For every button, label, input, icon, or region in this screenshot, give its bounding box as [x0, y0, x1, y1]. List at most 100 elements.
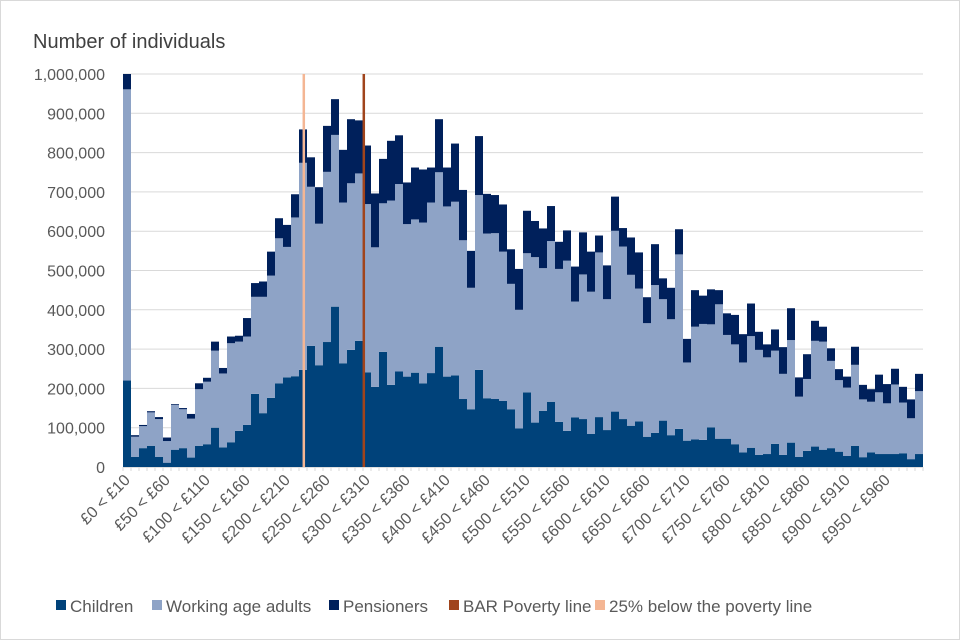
bar-stack: [627, 237, 635, 467]
bar-working-age-adults: [611, 230, 619, 412]
bar-stack: [531, 220, 539, 467]
bar-working-age-adults: [827, 360, 835, 449]
bar-children: [579, 419, 587, 467]
bar-pensioners: [667, 287, 675, 320]
bar-children: [147, 445, 155, 467]
bar-working-age-adults: [523, 253, 531, 393]
bar-children: [331, 306, 339, 467]
bar-working-age-adults: [707, 324, 715, 428]
bar-working-age-adults: [763, 357, 771, 455]
bar-working-age-adults: [379, 203, 387, 352]
bar-children: [259, 413, 267, 467]
bar-children: [819, 449, 827, 467]
bar-children: [787, 442, 795, 467]
bar-working-age-adults: [259, 296, 267, 414]
bar-children: [659, 420, 667, 467]
bar-stack: [555, 241, 563, 467]
bar-working-age-adults: [595, 252, 603, 418]
bar-working-age-adults: [267, 275, 275, 398]
bar-stack: [907, 399, 915, 467]
bar-stack: [483, 193, 491, 467]
bar-pensioners: [211, 341, 219, 351]
bar-working-age-adults: [355, 173, 363, 341]
bar-children: [187, 457, 195, 467]
bar-children: [795, 456, 803, 467]
bar-stack: [731, 314, 739, 467]
bar-children: [635, 421, 643, 467]
bar-pensioners: [371, 193, 379, 248]
bar-working-age-adults: [891, 384, 899, 455]
bar-children: [131, 456, 139, 467]
bar-stack: [275, 218, 283, 467]
bar-stack: [323, 125, 331, 467]
bar-working-age-adults: [363, 204, 371, 373]
reference-lines: [302, 74, 366, 467]
y-tick-label: 800,000: [47, 146, 105, 163]
bar-stack: [611, 196, 619, 467]
bar-pensioners: [275, 218, 283, 239]
bar-pensioners: [523, 210, 531, 254]
bar-children: [563, 430, 571, 467]
bar-working-age-adults: [635, 288, 643, 422]
bar-children: [739, 452, 747, 467]
bar-working-age-adults: [811, 340, 819, 447]
bar-children: [283, 377, 291, 467]
bar-pensioners: [603, 265, 611, 300]
y-tick-label: 900,000: [47, 106, 105, 123]
bar-pensioners: [731, 314, 739, 345]
bar-working-age-adults: [715, 304, 723, 439]
bar-working-age-adults: [547, 241, 555, 402]
bar-children: [875, 454, 883, 467]
bar-children: [619, 419, 627, 467]
legend-item: Pensioners: [329, 597, 428, 616]
bar-stack: [787, 308, 795, 467]
bar-working-age-adults: [403, 224, 411, 377]
y-axis-title: Number of individuals: [33, 31, 225, 53]
bars: [123, 74, 923, 467]
bar-working-age-adults: [203, 381, 211, 445]
bar-stack: [635, 252, 643, 467]
bar-working-age-adults: [307, 186, 315, 346]
bar-working-age-adults: [347, 183, 355, 350]
bar-children: [507, 409, 515, 467]
y-tick-label: 600,000: [47, 224, 105, 241]
bar-pensioners: [891, 368, 899, 385]
bar-stack: [187, 413, 195, 467]
bar-children: [499, 400, 507, 467]
bar-pensioners: [835, 369, 843, 381]
bar-working-age-adults: [907, 418, 915, 460]
bar-pensioners: [803, 354, 811, 379]
bar-pensioners: [203, 377, 211, 382]
bar-pensioners: [355, 120, 363, 174]
bar-working-age-adults: [835, 380, 843, 452]
bar-children: [443, 376, 451, 467]
bar-stack: [139, 424, 147, 467]
bar-working-age-adults: [587, 291, 595, 434]
bar-stack: [339, 149, 347, 467]
bar-pensioners: [179, 408, 187, 410]
bar-children: [723, 438, 731, 467]
bar-working-age-adults: [539, 268, 547, 411]
bar-pensioners: [251, 283, 259, 297]
bar-working-age-adults: [627, 274, 635, 426]
bar-stack: [307, 157, 315, 467]
bar-working-age-adults: [443, 206, 451, 377]
bar-pensioners: [267, 251, 275, 276]
bar-pensioners: [235, 335, 243, 342]
bar-children: [315, 365, 323, 467]
bar-pensioners: [339, 149, 347, 203]
bar-pensioners: [379, 158, 387, 204]
bar-pensioners: [795, 377, 803, 397]
bar-pensioners: [507, 249, 515, 284]
bar-working-age-adults: [435, 172, 443, 347]
bar-working-age-adults: [483, 233, 491, 399]
bar-stack: [883, 384, 891, 467]
bar-pensioners: [827, 348, 835, 361]
bar-working-age-adults: [291, 217, 299, 377]
bar-stack: [147, 411, 155, 467]
bar-pensioners: [627, 237, 635, 275]
bar-stack: [899, 386, 907, 467]
bar-pensioners: [307, 157, 315, 187]
bar-working-age-adults: [779, 373, 787, 455]
bar-stack: [683, 338, 691, 467]
